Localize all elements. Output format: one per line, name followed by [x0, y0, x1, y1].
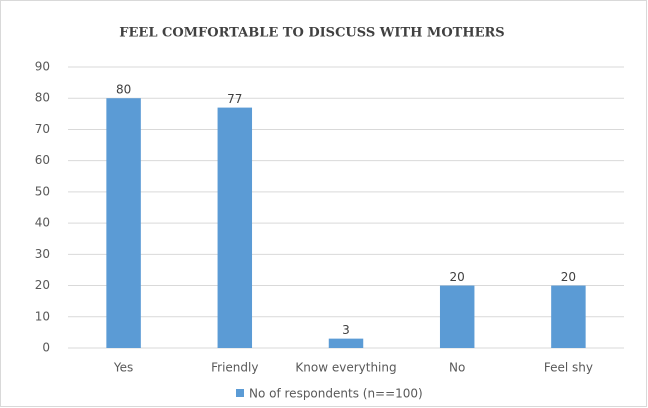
- bar: [439, 285, 475, 348]
- legend-label: No of respondents (n==100): [249, 387, 423, 401]
- y-tick-label: 0: [42, 341, 50, 355]
- x-tick-label: Friendly: [211, 361, 258, 375]
- legend-swatch: [236, 389, 244, 397]
- y-tick-label: 90: [35, 60, 50, 74]
- chart-title: FEEL COMFORTABLE TO DISCUSS WITH MOTHERS: [119, 26, 504, 41]
- data-label: 3: [342, 323, 350, 337]
- y-tick-label: 80: [35, 91, 50, 105]
- bar: [217, 107, 253, 348]
- y-tick-label: 20: [35, 278, 50, 292]
- data-label: 80: [116, 83, 131, 97]
- y-tick-label: 30: [35, 247, 50, 261]
- x-tick-label: No: [449, 361, 465, 375]
- y-tick-label: 40: [35, 216, 50, 230]
- y-tick-label: 50: [35, 184, 50, 198]
- bar: [551, 285, 586, 348]
- data-label: 77: [227, 92, 242, 106]
- data-label: 20: [561, 270, 576, 284]
- y-tick-label: 60: [35, 153, 50, 167]
- x-tick-label: Know everything: [295, 361, 396, 375]
- x-tick-label: Yes: [113, 361, 133, 375]
- bar: [106, 98, 141, 348]
- x-tick-label: Feel shy: [544, 361, 593, 375]
- y-tick-label: 70: [35, 122, 50, 136]
- bar: [328, 338, 364, 348]
- y-tick-label: 10: [35, 309, 50, 323]
- data-label: 20: [450, 270, 465, 284]
